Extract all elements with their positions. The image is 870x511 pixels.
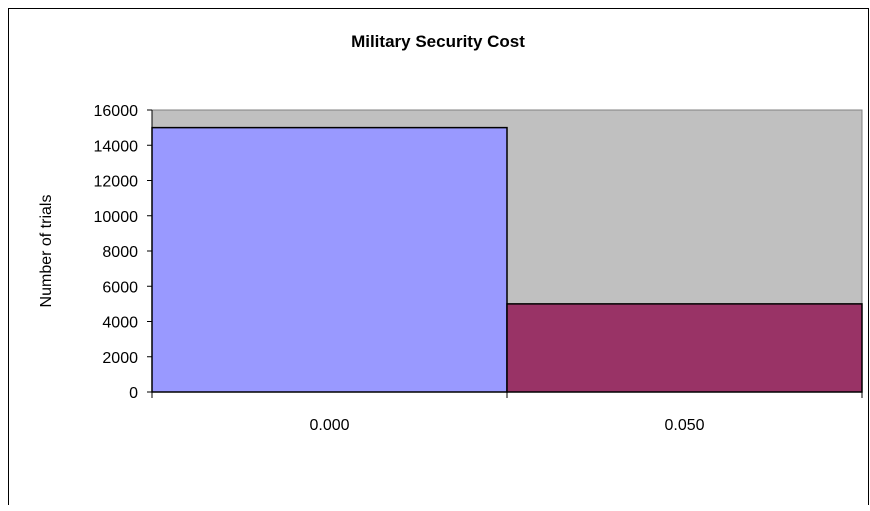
y-tick-label: 12000 [94,174,139,191]
y-tick-label: 8000 [102,244,138,261]
y-tick-label: 2000 [102,350,138,367]
chart-area-border [8,8,869,505]
y-tick-label: 0 [129,385,138,402]
x-tick-label: 0.000 [309,417,349,434]
x-ticks-group: 0.000 0.050 [151,392,863,434]
y-tick-label: 16000 [94,103,139,120]
chart-title: Military Security Cost [351,32,525,51]
y-tick-label: 10000 [94,209,139,226]
y-tick-label: 6000 [102,279,138,296]
y-tick-label: 4000 [102,315,138,332]
y-axis-label: Number of trials [38,195,55,308]
x-tick-label: 0.050 [664,417,704,434]
bar-0.050 [506,303,863,393]
y-tick-label: 14000 [94,138,139,155]
y-ticks-group: 0 2000 4000 6000 8000 10000 12000 14000 16000 [94,103,152,402]
bars-group [151,126,863,393]
bar-0.000 [151,126,508,393]
